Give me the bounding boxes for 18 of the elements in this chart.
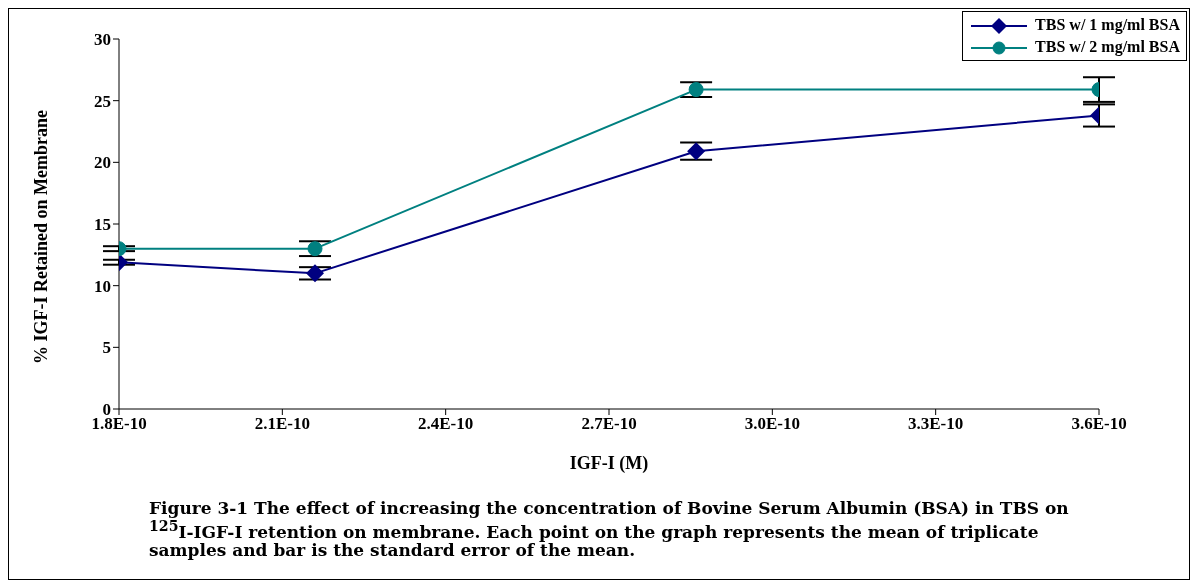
y-tick-label: 30 bbox=[94, 30, 111, 50]
y-tick-label: 25 bbox=[94, 91, 111, 111]
x-tick-label: 2.1E-10 bbox=[254, 414, 310, 434]
y-tick-label: 10 bbox=[94, 276, 111, 296]
y-tick-label: 5 bbox=[102, 338, 111, 358]
y-tick-label: 15 bbox=[94, 215, 111, 235]
x-tick-label: 1.8E-10 bbox=[91, 414, 147, 434]
x-tick-label: 3.0E-10 bbox=[744, 414, 800, 434]
x-tick-label: 3.6E-10 bbox=[1071, 414, 1127, 434]
y-tick-label: 20 bbox=[94, 153, 111, 173]
x-axis-title: IGF-I (M) bbox=[569, 453, 649, 474]
x-tick-label: 3.3E-10 bbox=[908, 414, 964, 434]
caption: Figure 3-1 The effect of increasing the concentration of Bovine Serum Albumin (BSA) in TBS on $^{125}$I-IGF-I retention on membrane. Each point on the graph represents the mean of triplicate samples and bar is the standard error of the mean. bbox=[149, 498, 1069, 560]
legend-label: TBS w/ 1 mg/ml BSA bbox=[1034, 15, 1180, 36]
legend-label: TBS w/ 2 mg/ml BSA bbox=[1034, 37, 1180, 58]
x-tick-label: 2.7E-10 bbox=[581, 414, 637, 434]
y-axis-title: % IGF-I Retained on Membrane bbox=[31, 110, 52, 364]
x-tick-label: 2.4E-10 bbox=[418, 414, 474, 434]
